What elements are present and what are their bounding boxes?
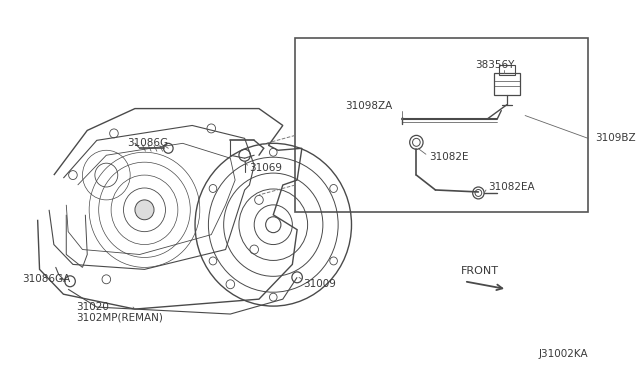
- Bar: [493, 73, 520, 95]
- Text: 31009: 31009: [303, 279, 336, 289]
- Text: 3102MP(REMAN): 3102MP(REMAN): [76, 312, 163, 322]
- Text: J31002KA: J31002KA: [538, 349, 588, 359]
- Text: 31082EA: 31082EA: [488, 182, 534, 192]
- Text: 31086G: 31086G: [127, 138, 168, 148]
- Text: 3109BZ: 3109BZ: [595, 133, 636, 143]
- Bar: [295, 38, 588, 212]
- Text: 31098ZA: 31098ZA: [345, 100, 392, 110]
- Bar: [499, 65, 515, 75]
- Text: 31086GA: 31086GA: [22, 274, 70, 284]
- Text: FRONT: FRONT: [461, 266, 499, 276]
- Text: 31020: 31020: [76, 302, 109, 312]
- Circle shape: [135, 200, 154, 220]
- Text: 31069: 31069: [250, 163, 282, 173]
- Text: 31082E: 31082E: [429, 152, 468, 162]
- Text: 38356Y: 38356Y: [476, 60, 515, 70]
